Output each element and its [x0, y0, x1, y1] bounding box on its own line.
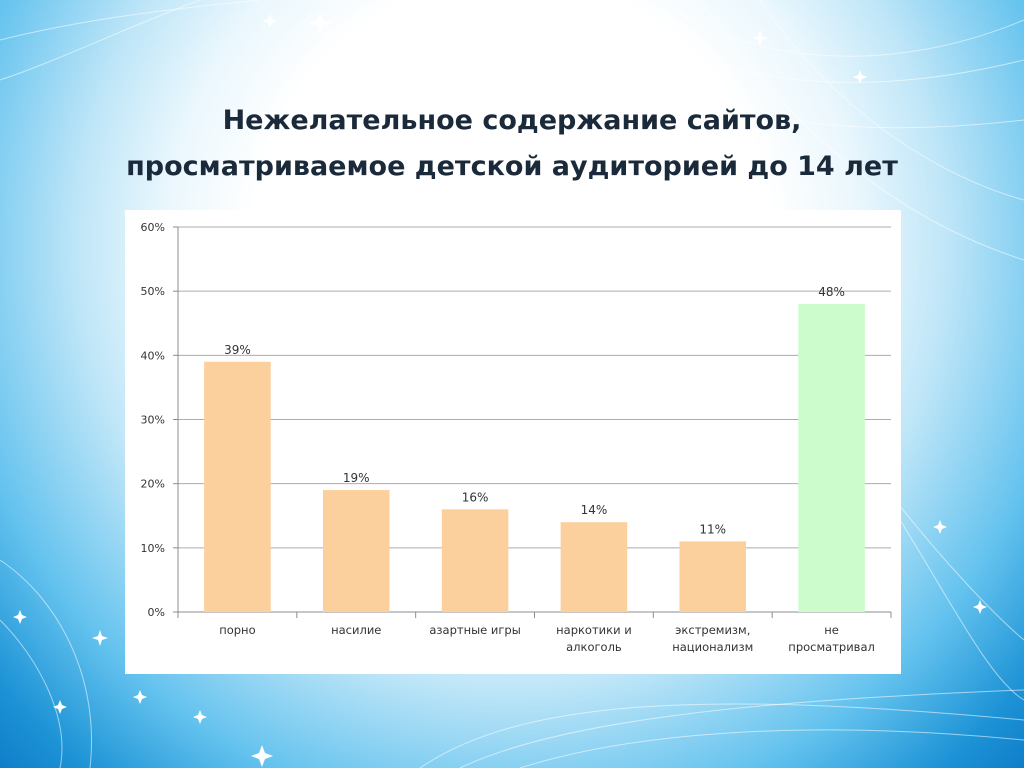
y-tick-label: 40%	[141, 349, 165, 362]
x-category-label: насилие	[331, 623, 381, 637]
bar	[441, 509, 509, 612]
bar-value-label: 16%	[462, 490, 489, 504]
x-category-label: не	[824, 623, 839, 637]
y-tick-label: 30%	[141, 414, 165, 427]
y-tick-label: 0%	[148, 606, 165, 619]
bar	[204, 361, 271, 612]
y-tick-label: 10%	[141, 542, 165, 555]
y-tick-label: 50%	[141, 285, 165, 298]
bar-value-label: 11%	[699, 522, 726, 536]
bar-value-label: 19%	[343, 471, 370, 485]
slide-title-line-1: Нежелательное содержание сайтов,	[222, 105, 802, 136]
bar-chart: 0% 10% 20% 30% 40% 50% 60% 39% порно 19% насилие 16…	[141, 221, 892, 654]
chart-panel: 0% 10% 20% 30% 40% 50% 60% 39% порно 19% насилие 16…	[125, 210, 901, 674]
x-category-label: просматривал	[788, 640, 875, 654]
x-category-label: экстремизм,	[675, 623, 750, 637]
x-category-label: национализм	[672, 640, 753, 654]
y-tick-label: 20%	[141, 478, 165, 491]
bar-value-label: 48%	[818, 285, 845, 299]
bar	[798, 304, 865, 612]
bar	[679, 541, 747, 612]
x-category-label: алкоголь	[566, 640, 622, 654]
bar	[560, 522, 628, 612]
x-category-label: наркотики и	[556, 623, 632, 637]
x-category-label: порно	[219, 623, 255, 637]
y-tick-label: 60%	[141, 221, 165, 234]
slide-title-line-2: просматриваемое детской аудиторией до 14…	[126, 151, 898, 182]
slide-title: Нежелательное содержание сайтов, просмат…	[60, 98, 964, 190]
bar-value-label: 14%	[581, 503, 608, 517]
x-category-label: азартные игры	[429, 623, 520, 637]
bar-value-label: 39%	[224, 343, 251, 357]
sparkle-stars	[13, 12, 987, 767]
bar	[322, 490, 390, 612]
